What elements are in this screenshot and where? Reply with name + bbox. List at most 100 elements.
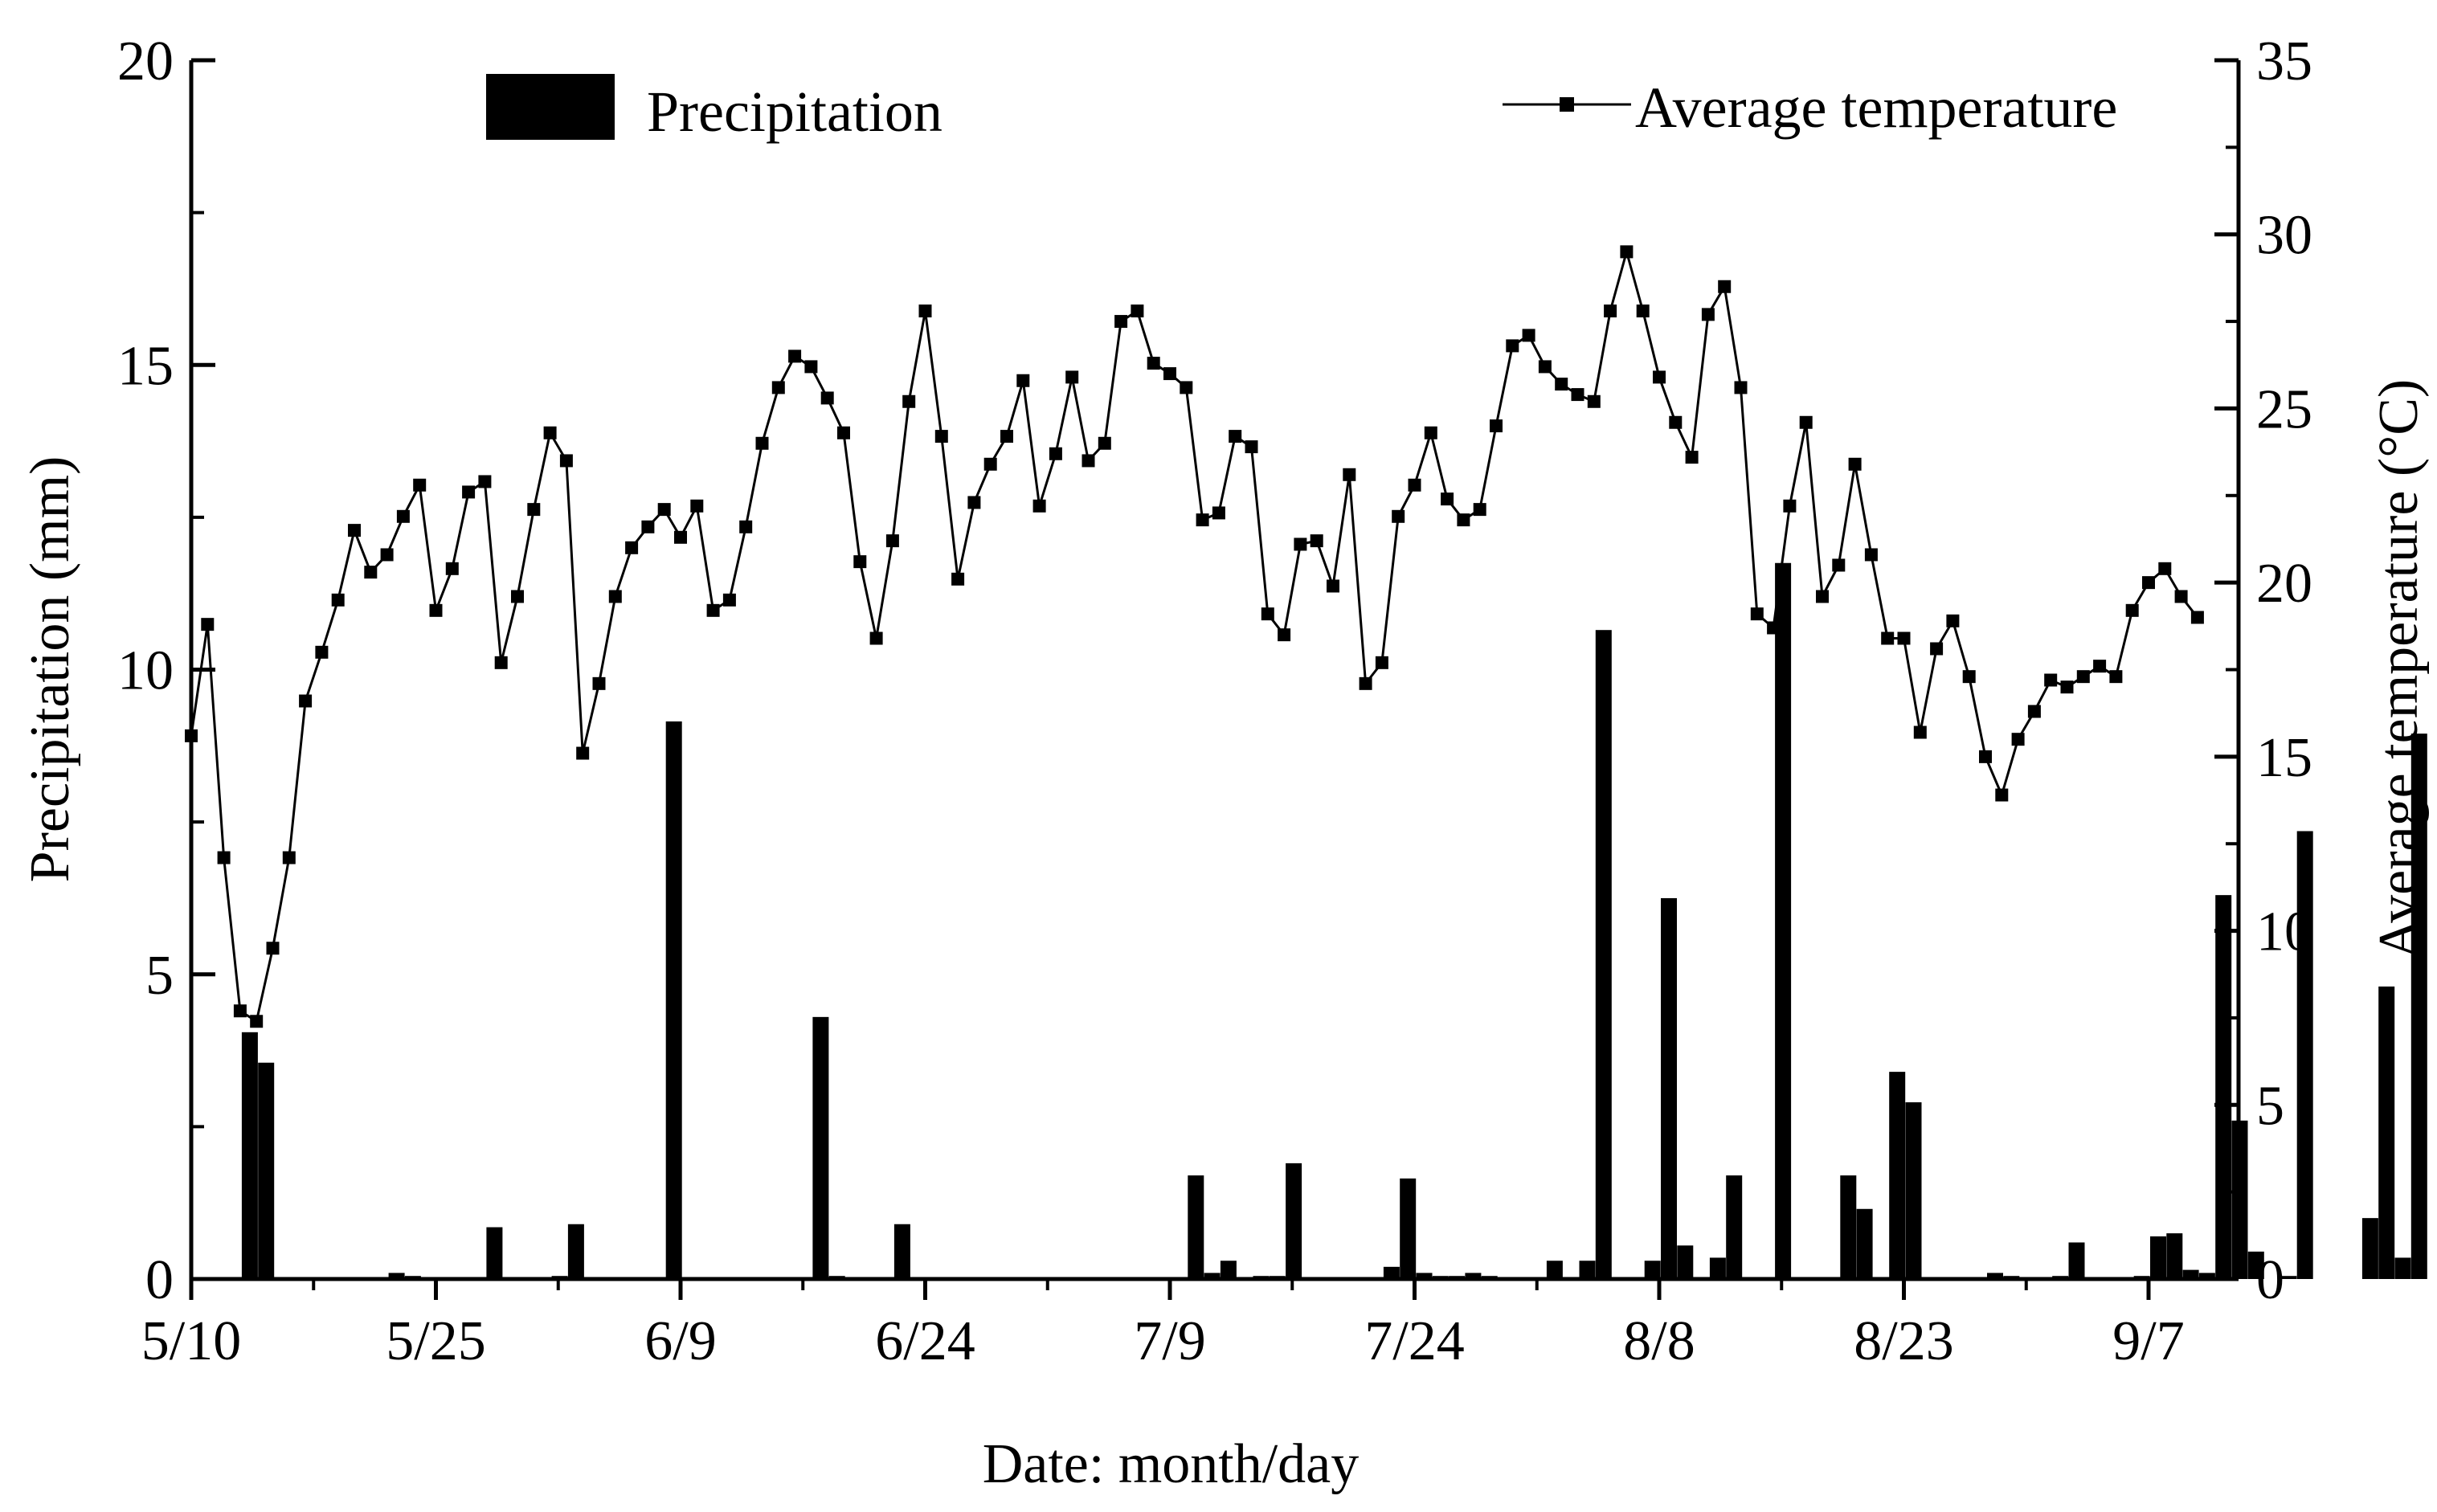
temperature-point bbox=[1555, 378, 1568, 391]
temperature-point bbox=[364, 566, 378, 579]
temperature-point bbox=[527, 503, 541, 517]
legend-precipitation-swatch bbox=[486, 74, 615, 140]
precipitation-bar bbox=[2280, 1276, 2297, 1279]
temperature-point bbox=[1180, 381, 1193, 394]
temperature-point bbox=[1685, 451, 1699, 464]
left-axis-ticks: 0 5 10 15 20 bbox=[117, 31, 215, 1311]
right-tick-label: 30 bbox=[2256, 205, 2312, 267]
temperature-point bbox=[2190, 611, 2204, 624]
precipitation-bar bbox=[2182, 1269, 2199, 1279]
left-tick-label: 15 bbox=[117, 335, 174, 397]
temperature-line bbox=[190, 247, 2199, 1024]
temperature-point bbox=[1424, 426, 1437, 439]
temperature-point bbox=[1946, 614, 1960, 627]
temperature-point bbox=[1799, 415, 1813, 429]
x-tick-label: 8/23 bbox=[1854, 1310, 1953, 1372]
temperature-point bbox=[576, 746, 590, 760]
temperature-point bbox=[1310, 534, 1323, 548]
precipitation-bar bbox=[2198, 1273, 2215, 1279]
temperature-point bbox=[2060, 680, 2074, 694]
temperature-point bbox=[559, 454, 573, 468]
precipitation-bar bbox=[1661, 897, 1677, 1279]
temperature-point bbox=[820, 391, 834, 405]
precipitation-bar bbox=[812, 1016, 829, 1279]
temperature-point bbox=[885, 534, 899, 548]
temperature-point bbox=[348, 524, 361, 537]
temperature-point bbox=[1294, 537, 1307, 551]
legend: Precipitation Average temperature bbox=[486, 74, 2117, 144]
precipitation-bar bbox=[2003, 1276, 2020, 1279]
precipitation-bar bbox=[1416, 1273, 1433, 1279]
right-axis-title: Average temperature (°C) bbox=[2368, 379, 2430, 959]
temperature-line-group bbox=[185, 245, 2204, 1028]
temperature-point bbox=[674, 530, 687, 544]
left-tick-label: 5 bbox=[145, 945, 174, 1007]
temperature-point bbox=[1082, 454, 1095, 468]
precipitation-bar bbox=[1546, 1261, 1563, 1279]
temperature-point bbox=[1392, 509, 1405, 523]
temperature-point bbox=[1457, 513, 1470, 527]
temperature-point bbox=[1490, 419, 1503, 433]
x-tick-label: 5/10 bbox=[141, 1310, 241, 1372]
temperature-point bbox=[2125, 603, 2139, 617]
temperature-point bbox=[413, 478, 427, 492]
temperature-point bbox=[185, 729, 198, 742]
temperature-point bbox=[722, 593, 736, 607]
temperature-point bbox=[282, 851, 296, 864]
temperature-point bbox=[1000, 430, 1013, 443]
temperature-point bbox=[1522, 329, 1535, 342]
precipitation-bar bbox=[893, 1224, 910, 1279]
temperature-point bbox=[1897, 631, 1911, 645]
temperature-point bbox=[1229, 430, 1242, 443]
temperature-point bbox=[511, 590, 524, 603]
temperature-point bbox=[657, 503, 671, 517]
temperature-point bbox=[2076, 670, 2090, 684]
temperature-point bbox=[1620, 245, 1634, 259]
precipitation-bar bbox=[1269, 1276, 1286, 1279]
precipitation-bar bbox=[1726, 1175, 1743, 1279]
precipitation-bar bbox=[2247, 1251, 2264, 1279]
temperature-point bbox=[1327, 579, 1339, 593]
temperature-point bbox=[788, 349, 802, 363]
x-axis-ticks: 5/10 5/25 6/9 6/24 7/9 7/24 8/8 8/23 9/7 bbox=[141, 1279, 2185, 1372]
temperature-point bbox=[771, 381, 785, 394]
temperature-point bbox=[1848, 457, 1862, 471]
precipitation-bar bbox=[2410, 734, 2427, 1279]
temperature-point bbox=[934, 430, 948, 443]
precipitation-bar bbox=[1253, 1276, 1270, 1279]
temperature-point bbox=[1571, 388, 1584, 402]
precipitation-bar bbox=[2394, 1257, 2411, 1279]
right-tick-label: 5 bbox=[2256, 1075, 2284, 1137]
temperature-point bbox=[1196, 513, 1209, 527]
temperature-point bbox=[2011, 733, 2025, 746]
temperature-point bbox=[1718, 280, 1732, 293]
temperature-point bbox=[1049, 447, 1062, 460]
x-tick-label: 7/9 bbox=[1134, 1310, 1205, 1372]
precipitation-bar bbox=[1400, 1178, 1417, 1279]
precipitation-bar bbox=[1889, 1072, 1906, 1279]
precipitation-bar bbox=[1481, 1276, 1498, 1279]
temperature-point bbox=[429, 603, 443, 617]
precipitation-bar bbox=[2215, 895, 2232, 1279]
temperature-point bbox=[1587, 394, 1601, 408]
precipitation-bar bbox=[1905, 1102, 1922, 1279]
precipitation-bar bbox=[2361, 1218, 2378, 1279]
temperature-point bbox=[2093, 660, 2107, 673]
temperature-point bbox=[1163, 367, 1176, 381]
temperature-point bbox=[380, 548, 394, 562]
temperature-point bbox=[1261, 607, 1274, 621]
temperature-point bbox=[1962, 670, 1976, 684]
temperature-point bbox=[1913, 725, 1927, 739]
temperature-point bbox=[1098, 436, 1111, 450]
temperature-point bbox=[1816, 590, 1829, 603]
temperature-point bbox=[1750, 607, 1764, 621]
precipitation-bar bbox=[388, 1273, 405, 1279]
right-tick-label: 25 bbox=[2256, 378, 2312, 440]
precipitation-bar bbox=[1677, 1245, 1694, 1279]
temperature-point bbox=[445, 562, 459, 575]
temperature-point bbox=[1864, 548, 1878, 562]
temperature-point bbox=[1734, 381, 1748, 394]
temperature-point bbox=[967, 496, 981, 509]
temperature-point bbox=[201, 618, 215, 631]
